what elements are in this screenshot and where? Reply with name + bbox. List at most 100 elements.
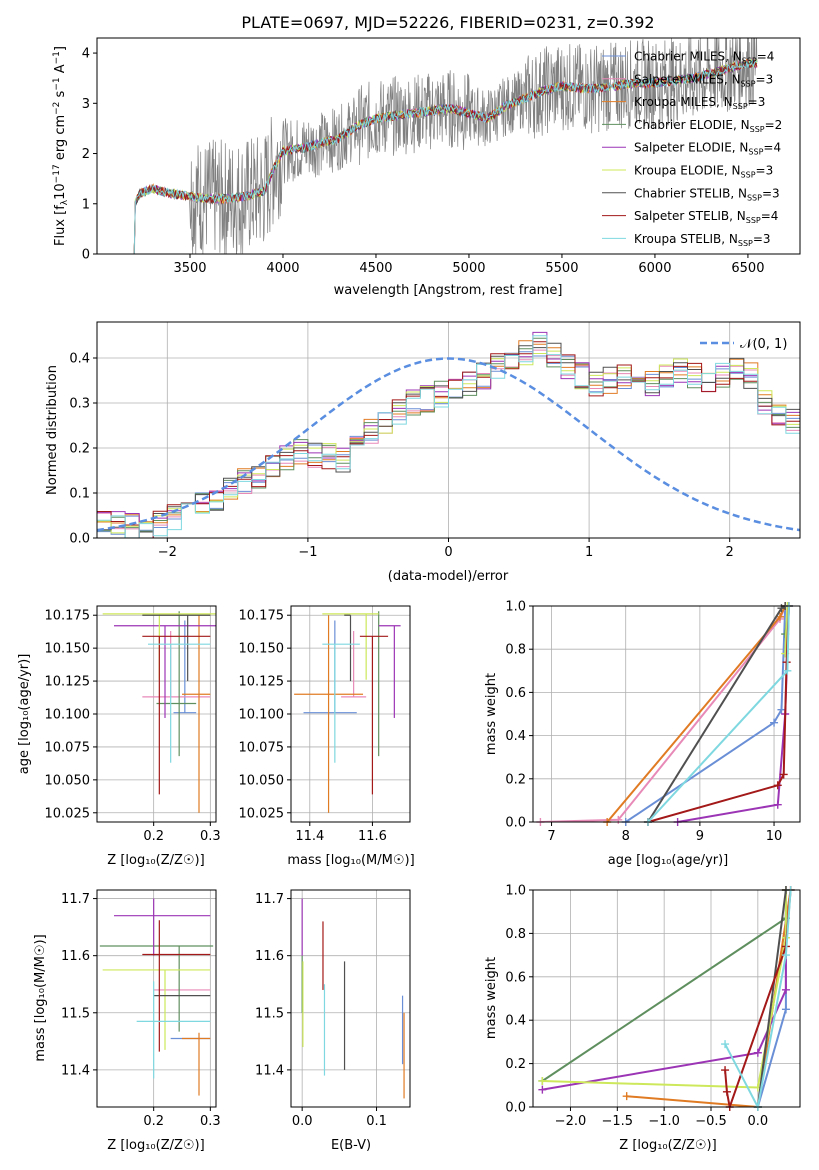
mass-vs-ebv-ytick-label-3: 11.7 — [255, 892, 284, 907]
spectrum-ytick-label-0: 0 — [82, 248, 90, 263]
legend-label-salpeter_elodie: Salpeter ELODIE, NSSP=4 — [634, 141, 781, 157]
mass-vs-z-xlabel: Z [log₁₀(Z/Z☉)] — [107, 1138, 204, 1153]
mass-weight-vs-Z-marker-salpeter_elodie-2 — [781, 985, 790, 994]
spectrum-panel: 3500 4000 4500 5000 5500 6000 6500 0 1 2 3 4 wavele… — [52, 37, 801, 298]
mass-weight-vs-age-line-kroupa_elodie — [784, 606, 789, 654]
mass-weight-vs-Z-marker-salpeter_elodie-1 — [753, 1048, 762, 1057]
spectrum-frame — [96, 37, 801, 255]
mass-weight-vs-Z-marker-kroupa_stelib-0 — [721, 1040, 730, 1049]
mass-vs-Z-xtick-label-1: 0.3 — [200, 1114, 221, 1129]
age-vs-z-xlabel: Z [log₁₀(Z/Z☉)] — [107, 853, 204, 868]
spectrum-ytick-label-2: 2 — [82, 147, 90, 162]
mass-weight-vs-Z-xtick-label-0: −2.0 — [555, 1114, 587, 1129]
mass-weight-vs-age-marker-salpeter_miles-1 — [614, 815, 623, 824]
age-vs-Z-ytick-label-5: 10.150 — [45, 642, 91, 657]
residuals-ytick-label-0: 0.0 — [69, 532, 90, 547]
mass-vs-ebv-xlabel: E(B-V) — [331, 1138, 371, 1153]
spectrum-plot-area: 3500 4000 4500 5000 5500 6000 6500 0 1 2 3 4 — [82, 38, 764, 276]
weight-vs-z-frame — [532, 889, 801, 1108]
spectrum-model-kroupa_stelib — [133, 58, 758, 254]
age-vs-Z-ytick-label-3: 10.100 — [45, 708, 91, 723]
gaussian-legend-label: 𝒩(0, 1) — [740, 337, 787, 352]
spectrum-xtick-label-1: 4000 — [266, 261, 299, 276]
spectrum-xlabel: wavelength [Angstrom, rest frame] — [334, 283, 563, 298]
mass-vs-ebv-xtick-label-0: 0.0 — [292, 1114, 313, 1129]
mass-weight-vs-Z-xtick-label-3: −0.5 — [695, 1114, 727, 1129]
age-vs-Z-xtick-label-0: 0.2 — [143, 829, 164, 844]
spectrum-ytick-label-4: 4 — [82, 47, 90, 62]
residual-plot-area: −2 −1 0 1 2 0.0 0.1 0.2 0.3 0.4 — [69, 322, 800, 560]
mass-weight-vs-Z-ytick-label-2: 0.4 — [505, 1014, 526, 1029]
residuals-xtick-label-0: −2 — [158, 545, 177, 560]
residuals-xtick-label-2: 0 — [444, 545, 452, 560]
residual-frame — [96, 321, 801, 539]
residual-hist-kroupa_stelib — [97, 335, 800, 538]
legend-label-chabrier_elodie: Chabrier ELODIE, NSSP=2 — [634, 118, 782, 134]
mass-vs-z-frame — [96, 889, 217, 1108]
age-vs-mass-ytick-label-3: 10.100 — [239, 708, 285, 723]
age-vs-z-frame — [96, 605, 217, 823]
mass-vs-ebv-panel: 0.0 0.1 11.4 11.5 11.6 11.7 E(B-V) — [255, 889, 411, 1153]
mass-weight-vs-age-ytick-label-4: 0.8 — [505, 643, 526, 658]
spectrum-xtick-label-6: 6500 — [731, 261, 764, 276]
spectrum-ylabel: Flux [fλ10−17 erg cm−2 s−1 A−1] — [52, 46, 70, 246]
spectrum-model-chabrier_stelib — [133, 59, 758, 254]
spectrum-xtick-label-4: 5500 — [545, 261, 578, 276]
weight-vs-age-xlabel: age [log₁₀(age/yr)] — [608, 853, 729, 868]
mass-vs-ebv-ytick-label-1: 11.5 — [255, 1006, 284, 1021]
mass-weight-vs-Z-ytick-label-4: 0.8 — [505, 927, 526, 942]
age-vs-Z-ytick-label-2: 10.075 — [45, 740, 91, 755]
age-vs-mass-ytick-label-5: 10.150 — [239, 642, 285, 657]
mass-weight-vs-Z-marker-salpeter_stelib-1 — [722, 1087, 731, 1096]
mass-weight-vs-Z-line-chabrier_stelib — [756, 890, 787, 1107]
legend-label-kroupa_miles: Kroupa MILES, NSSP=3 — [634, 95, 765, 111]
mass-vs-z-panel: 0.2 0.3 11.4 11.5 11.6 11.7 Z [log₁₀(Z/Z☉)] m… — [33, 889, 221, 1153]
mass-weight-vs-Z-ytick-label-1: 0.2 — [505, 1057, 526, 1072]
age-vs-mass-plot-area: 11.4 11.6 10.025 10.050 10.075 10.100 10.125 10… — [239, 606, 410, 844]
residual-panel: −2 −1 0 1 2 0.0 0.1 0.2 0.3 0.4 (data-model)/erro… — [45, 321, 801, 584]
mass-vs-z-ylabel: mass [log₁₀(M/M☉)] — [33, 934, 48, 1061]
legend-label-chabrier_stelib: Chabrier STELIB, NSSP=3 — [634, 186, 780, 202]
residuals-xtick-label-1: −1 — [298, 545, 317, 560]
gaussian-curve — [97, 357, 800, 532]
mass-vs-Z-xtick-label-0: 0.2 — [143, 1114, 164, 1129]
mass-weight-vs-Z-marker-kroupa_elodie-0 — [538, 1076, 547, 1085]
weight-vs-age-frame — [532, 605, 801, 823]
mass-weight-vs-age-ytick-label-3: 0.6 — [505, 686, 526, 701]
mass-weight-vs-age-xtick-label-0: 7 — [547, 829, 555, 844]
mass-weight-vs-age-ytick-label-0: 0.0 — [505, 816, 526, 831]
age-vs-mass-panel: 11.4 11.6 10.025 10.050 10.075 10.100 10.125 10… — [239, 605, 415, 868]
age-vs-mass-ytick-label-0: 10.025 — [239, 806, 285, 821]
mass-weight-vs-age-ytick-label-2: 0.4 — [505, 729, 526, 744]
mass-vs-Z-ytick-label-1: 11.5 — [61, 1006, 90, 1021]
mass-weight-vs-Z-ytick-label-3: 0.6 — [505, 970, 526, 985]
weight-vs-age-panel: 7 8 9 10 0.0 0.2 0.4 0.6 0.8 1.0 age [log₁₀(age/y… — [484, 600, 801, 868]
weight-vs-z-xlabel: Z [log₁₀(Z/Z☉)] — [619, 1138, 716, 1153]
mass-weight-vs-Z-ytick-label-5: 1.0 — [505, 884, 526, 899]
age-vs-z-plot-area: 0.2 0.3 10.025 10.050 10.075 10.100 10.125 10.1… — [45, 606, 221, 844]
spectrum-xtick-label-5: 6000 — [638, 261, 671, 276]
mass-vs-ebv-frame — [290, 889, 411, 1108]
spectrum-legend: Chabrier MILES, NSSP=4 Salpeter MILES, NS… — [602, 50, 782, 248]
mass-weight-vs-age-xtick-label-2: 9 — [696, 829, 704, 844]
mass-vs-z-plot-area: 0.2 0.3 11.4 11.5 11.6 11.7 — [61, 890, 221, 1129]
spectrum-xtick-label-0: 3500 — [173, 261, 206, 276]
mass-weight-vs-Z-line-kroupa_stelib — [724, 890, 792, 1107]
mass-weight-vs-Z-xtick-label-4: 0.0 — [747, 1114, 768, 1129]
age-vs-Z-ytick-label-0: 10.025 — [45, 806, 91, 821]
mass-weight-vs-Z-xtick-label-1: −1.5 — [602, 1114, 634, 1129]
weight-vs-age-plot-area: 7 8 9 10 0.0 0.2 0.4 0.6 0.8 1.0 — [505, 600, 800, 844]
mass-vs-ebv-ytick-label-2: 11.6 — [255, 949, 284, 964]
mass-weight-vs-Z-ytick-label-0: 0.0 — [505, 1101, 526, 1116]
spectrum-xtick-label-3: 5000 — [452, 261, 485, 276]
residuals-ytick-label-4: 0.4 — [69, 352, 90, 367]
legend-label-kroupa_stelib: Kroupa STELIB, NSSP=3 — [634, 232, 771, 248]
figure-title: PLATE=0697, MJD=52226, FIBERID=0231, z=0… — [241, 13, 654, 32]
age-vs-Z-ytick-label-1: 10.050 — [45, 773, 91, 788]
mass-weight-vs-age-marker-salpeter_stelib-2 — [779, 770, 788, 779]
residuals-xtick-label-4: 2 — [726, 545, 734, 560]
age-vs-z-panel: 0.2 0.3 10.025 10.050 10.075 10.100 10.125 10.1… — [17, 605, 221, 868]
mass-weight-vs-age-marker-salpeter_elodie-1 — [773, 800, 782, 809]
residuals-xtick-label-3: 1 — [585, 545, 593, 560]
age-vs-mass-ytick-label-6: 10.175 — [239, 609, 285, 624]
